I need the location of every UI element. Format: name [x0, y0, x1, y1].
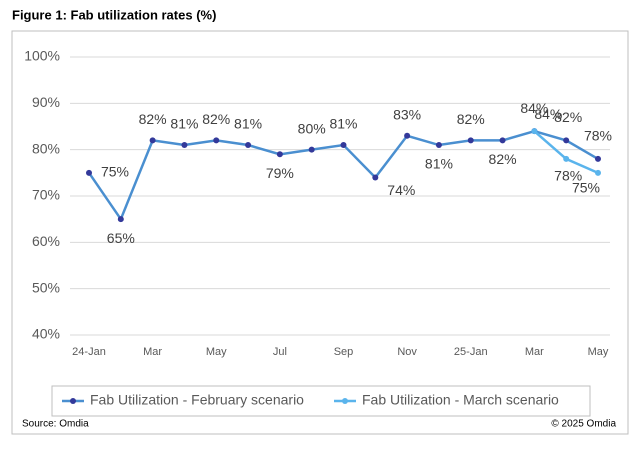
marker: [86, 169, 92, 176]
marker: [372, 174, 379, 181]
marker: [595, 169, 601, 176]
y-tick-label: 100%: [24, 48, 60, 64]
data-label: 84%: [534, 106, 562, 122]
legend-marker: [70, 398, 76, 404]
x-tick-label: May: [206, 346, 227, 358]
data-label: 81%: [425, 156, 453, 172]
x-tick-label: Nov: [397, 346, 417, 358]
marker: [435, 142, 442, 149]
marker: [563, 137, 570, 144]
data-label: 81%: [234, 116, 262, 132]
x-tick-label: Mar: [525, 346, 544, 358]
data-label: 65%: [107, 230, 135, 246]
marker: [245, 142, 252, 149]
data-label: 81%: [329, 116, 357, 132]
y-tick-label: 90%: [32, 94, 60, 110]
marker: [181, 142, 188, 149]
y-tick-label: 50%: [32, 279, 60, 295]
legend-marker: [342, 398, 348, 404]
data-label: 79%: [266, 165, 294, 181]
y-tick-label: 40%: [32, 326, 60, 342]
marker: [467, 137, 474, 144]
data-label: 82%: [457, 111, 485, 127]
marker: [213, 137, 220, 144]
y-tick-label: 70%: [32, 187, 60, 203]
marker: [340, 142, 347, 149]
y-tick-label: 80%: [32, 140, 60, 156]
marker: [308, 146, 315, 153]
legend-box: [51, 385, 591, 417]
data-label: 75%: [101, 164, 129, 180]
data-label: 82%: [139, 111, 167, 127]
chart-title: Figure 1: Fab utilization rates (%): [12, 7, 216, 22]
data-label: 84%: [520, 100, 548, 116]
x-tick-label: 25-Jan: [454, 346, 488, 358]
data-label: 78%: [584, 128, 612, 144]
data-label: 82%: [489, 151, 517, 167]
data-label: 81%: [170, 116, 198, 132]
source: Source: Omdia: [22, 419, 89, 430]
y-tick-label: 60%: [32, 233, 60, 249]
marker: [276, 151, 283, 158]
data-label: 83%: [393, 106, 421, 122]
marker: [531, 128, 538, 135]
data-label: 82%: [554, 109, 582, 125]
marker: [499, 137, 506, 144]
data-label: 78%: [554, 168, 582, 184]
data-label: 75%: [572, 180, 600, 196]
chart-frame: [11, 30, 629, 435]
legend-label: Fab Utilization - March scenario: [362, 392, 559, 408]
x-tick-label: May: [588, 346, 609, 358]
marker: [563, 155, 570, 162]
marker: [595, 155, 601, 162]
data-label: 82%: [202, 111, 230, 127]
legend-label: Fab Utilization - February scenario: [90, 392, 304, 408]
x-tick-label: Jul: [273, 346, 287, 358]
marker: [149, 137, 156, 144]
x-tick-label: Sep: [334, 346, 354, 358]
x-tick-label: Mar: [143, 346, 162, 358]
marker: [404, 132, 411, 139]
copyright: © 2025 Omdia: [551, 419, 616, 430]
data-label: 80%: [298, 120, 326, 136]
data-label: 74%: [387, 182, 415, 198]
x-tick-label: 24-Jan: [72, 346, 106, 358]
marker: [117, 216, 124, 223]
